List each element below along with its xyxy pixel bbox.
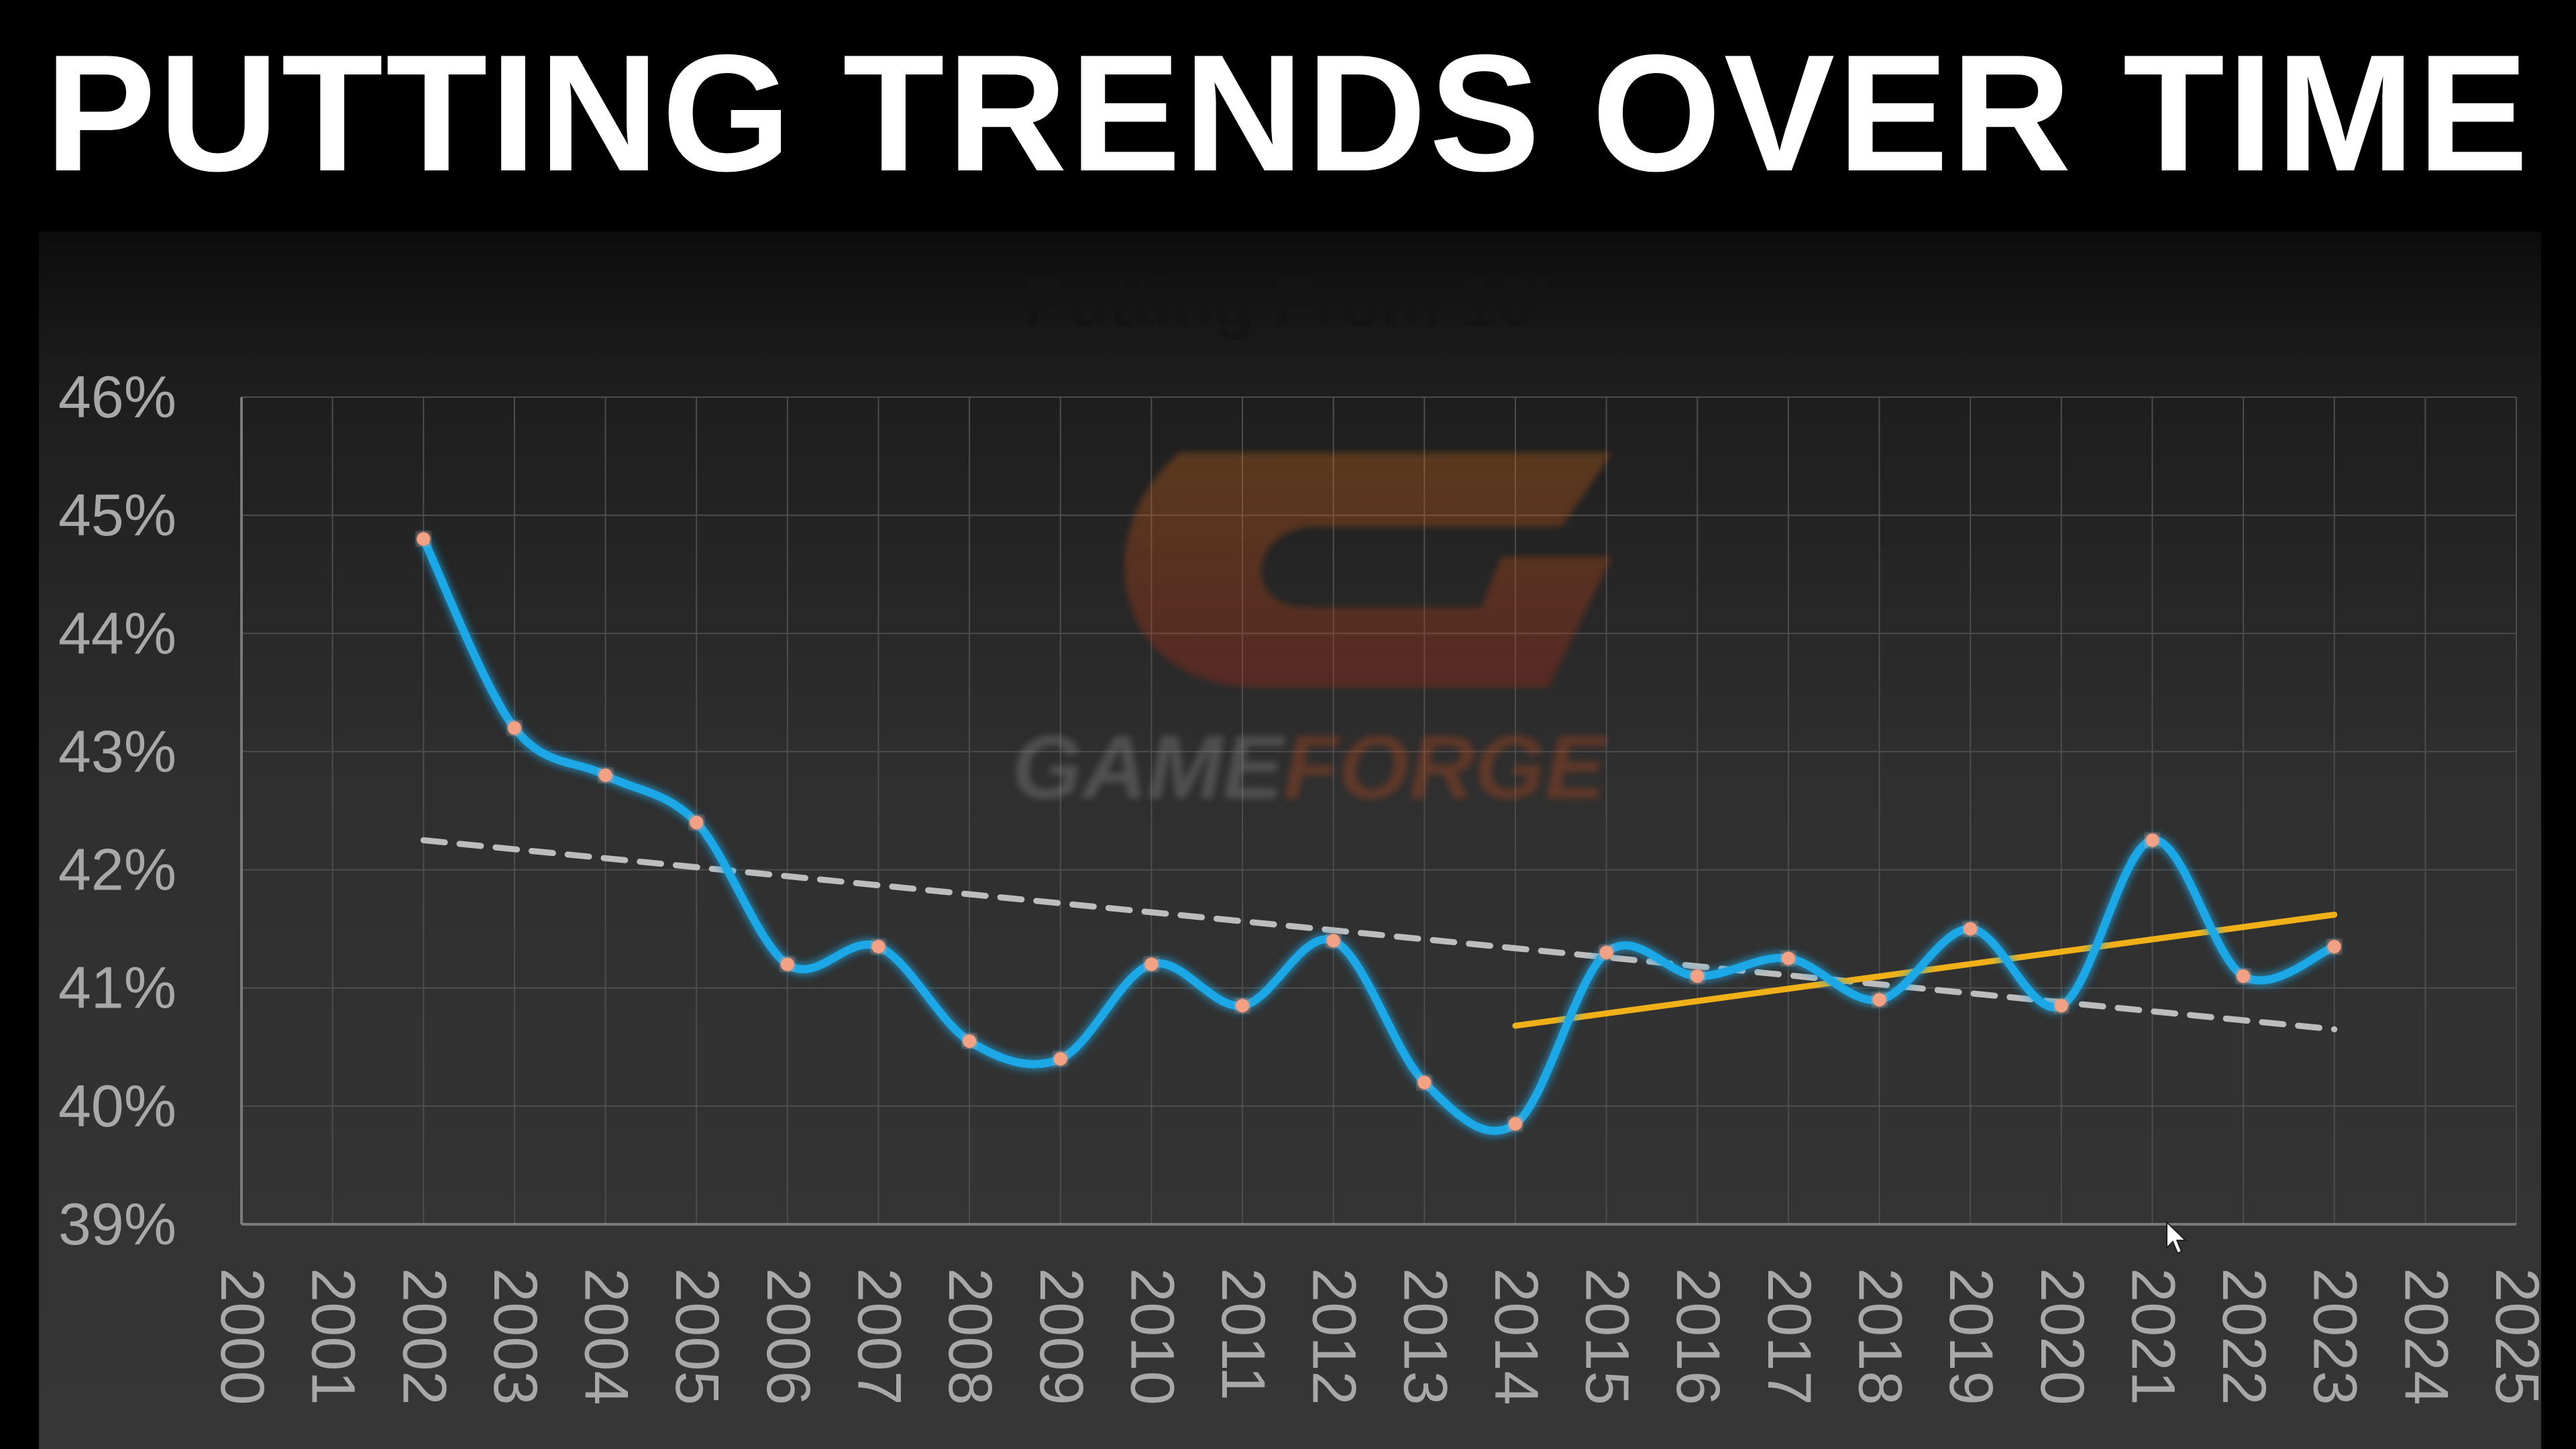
data-point: [871, 940, 885, 954]
y-tick-label: 39%: [58, 1191, 176, 1257]
y-tick-label: 43%: [58, 718, 176, 784]
title-banner: PUTTING TRENDS OVER TIME: [0, 0, 2576, 231]
data-point: [2237, 969, 2251, 983]
y-axis-ticks: 39% 40% 41% 42% 43% 44% 45% 46%: [58, 364, 176, 1257]
data-point: [690, 816, 704, 830]
logo-text-left: GAME: [1012, 716, 1286, 818]
y-tick-label: 40%: [58, 1073, 176, 1139]
x-tick-label: 2003: [481, 1268, 549, 1405]
logo-g-icon: [1124, 453, 1612, 688]
data-point: [1690, 969, 1705, 983]
data-point: [1326, 934, 1340, 948]
x-tick-label: 2018: [1846, 1268, 1915, 1405]
data-point: [780, 957, 794, 971]
y-tick-label: 42%: [58, 837, 176, 903]
data-point: [1872, 993, 1886, 1007]
x-tick-label: 2017: [1755, 1268, 1823, 1405]
data-point: [963, 1034, 977, 1048]
data-point: [2327, 940, 2341, 954]
data-point: [598, 768, 612, 782]
chart-title: Putting From 10': [1024, 265, 1550, 340]
data-point: [2054, 999, 2068, 1013]
x-tick-label: 2004: [572, 1268, 641, 1405]
gameforge-watermark: GAME FORGE: [1012, 453, 1612, 818]
data-point: [1508, 1117, 1522, 1131]
data-point: [1236, 999, 1250, 1013]
x-tick-label: 2016: [1664, 1268, 1732, 1405]
data-point: [507, 721, 521, 735]
y-tick-label: 44%: [58, 600, 176, 666]
data-point: [1964, 922, 1978, 936]
x-tick-label: 2008: [936, 1268, 1004, 1405]
data-point: [2145, 833, 2159, 847]
chart-panel: GAME FORGE Putting From 10' 39% 40% 41% 42%…: [39, 231, 2541, 1449]
x-tick-label: 2024: [2392, 1268, 2460, 1405]
data-point: [417, 532, 431, 546]
data-point: [1144, 957, 1159, 971]
x-tick-label: 2013: [1391, 1268, 1459, 1405]
x-tick-label: 2015: [1573, 1268, 1642, 1405]
data-point: [1781, 951, 1795, 965]
x-tick-label: 2010: [1118, 1268, 1186, 1405]
data-point: [1417, 1075, 1432, 1089]
logo-text-right: FORGE: [1283, 716, 1608, 818]
series-line: [419, 535, 2339, 1135]
x-tick-label: 2021: [2118, 1268, 2187, 1405]
x-tick-label: 2007: [845, 1268, 913, 1405]
x-tick-label: 2012: [1300, 1268, 1368, 1405]
trendline-recent: [1512, 912, 2338, 1029]
banner-title: PUTTING TRENDS OVER TIME: [45, 19, 2531, 206]
x-axis-ticks: 2000 2001 2002 2003 2004 2005 2006 2007 2008 2009…: [208, 1268, 2541, 1405]
trendlines: [420, 837, 2338, 1032]
series: [417, 532, 2341, 1135]
x-tick-label: 2009: [1027, 1268, 1095, 1405]
trendline-overall: [420, 837, 2338, 1032]
x-tick-label: 2005: [663, 1268, 731, 1405]
x-tick-label: 2011: [1209, 1268, 1277, 1401]
y-tick-label: 46%: [58, 364, 176, 430]
y-tick-label: 45%: [58, 482, 176, 548]
y-tick-label: 41%: [58, 955, 176, 1021]
x-tick-label: 2020: [2028, 1268, 2096, 1405]
data-point: [1599, 945, 1613, 959]
x-tick-label: 2014: [1482, 1268, 1550, 1405]
data-point: [1053, 1052, 1067, 1066]
x-tick-label: 2025: [2483, 1268, 2541, 1405]
x-tick-label: 2022: [2210, 1268, 2278, 1405]
line-chart: GAME FORGE Putting From 10' 39% 40% 41% 42%…: [58, 265, 2541, 1405]
x-tick-label: 2006: [754, 1268, 822, 1405]
x-tick-label: 2019: [1937, 1268, 2005, 1405]
x-tick-label: 2023: [2301, 1268, 2369, 1405]
x-tick-label: 2000: [208, 1268, 276, 1405]
x-tick-label: 2002: [390, 1268, 458, 1405]
mouse-cursor-icon: [2166, 1221, 2187, 1254]
x-tick-label: 2001: [299, 1268, 368, 1405]
